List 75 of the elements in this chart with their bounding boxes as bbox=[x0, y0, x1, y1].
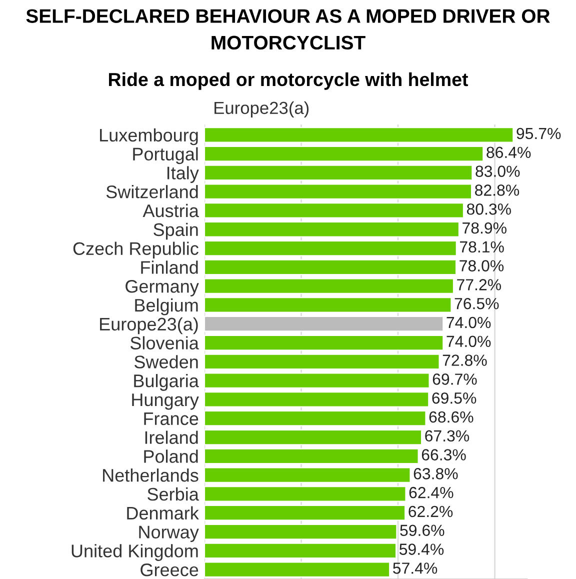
y-tick-label: Denmark bbox=[127, 506, 199, 520]
data-label: 78.1% bbox=[460, 241, 504, 253]
data-label: 95.7% bbox=[516, 128, 561, 140]
y-tick-label: Slovenia bbox=[130, 336, 199, 350]
bar bbox=[204, 486, 406, 502]
bar bbox=[204, 354, 440, 370]
data-label: 86.4% bbox=[486, 146, 531, 158]
bar bbox=[204, 164, 473, 181]
bar bbox=[204, 259, 457, 276]
y-tick-label: Austria bbox=[142, 204, 199, 218]
y-tick-label: Luxembourg bbox=[100, 128, 198, 146]
bar bbox=[204, 221, 460, 238]
data-label: 66.3% bbox=[422, 449, 466, 460]
y-tick-label: Bulgaria bbox=[134, 374, 199, 391]
y-tick-label: Czech Republic bbox=[73, 242, 198, 259]
bar bbox=[204, 202, 464, 218]
data-label: 78.9% bbox=[462, 222, 506, 234]
y-tick-label: Belgium bbox=[135, 298, 198, 316]
data-label: 69.7% bbox=[432, 374, 477, 385]
data-label: 63.8% bbox=[414, 468, 458, 480]
bar bbox=[204, 524, 398, 540]
y-tick-label: Finland bbox=[141, 260, 198, 274]
data-label: 74.0% bbox=[446, 336, 491, 348]
chart-title: SELF-DECLARED BEHAVIOUR AS A MOPED DRIVER OR MOTORCYCLIST bbox=[26, 9, 550, 50]
data-label: 83.0% bbox=[476, 166, 520, 177]
data-label: 77.2% bbox=[457, 279, 501, 290]
y-tick-label: Serbia bbox=[148, 487, 199, 501]
bar bbox=[204, 562, 390, 578]
bar bbox=[204, 467, 411, 483]
bar bbox=[204, 334, 444, 351]
bar bbox=[204, 146, 484, 162]
y-tick-label: United Kingdom bbox=[72, 544, 198, 561]
y-tick-label: Spain bbox=[154, 222, 198, 240]
y-tick-label: Hungary bbox=[132, 394, 199, 410]
bar bbox=[204, 316, 444, 332]
bar bbox=[204, 240, 457, 256]
data-label: 62.4% bbox=[409, 486, 454, 498]
y-tick-label: Germany bbox=[126, 280, 199, 296]
y-tick-label: Italy bbox=[167, 166, 199, 183]
data-label: 68.6% bbox=[429, 411, 474, 423]
data-label: 62.2% bbox=[408, 506, 453, 518]
bar bbox=[204, 126, 514, 143]
bar bbox=[204, 448, 419, 464]
data-label: 69.5% bbox=[432, 392, 476, 404]
y-tick-label: Europe23(a) bbox=[100, 317, 198, 334]
bar bbox=[204, 410, 426, 426]
y-tick-label: Norway bbox=[139, 526, 199, 542]
data-label: 82.8% bbox=[475, 184, 520, 196]
y-tick-label: France bbox=[144, 412, 198, 426]
bar bbox=[204, 542, 397, 559]
data-label: 59.4% bbox=[399, 544, 444, 555]
data-label: 72.8% bbox=[442, 354, 487, 366]
bar bbox=[204, 372, 430, 388]
y-tick-label: Poland bbox=[144, 450, 198, 463]
text: Europe23(a) bbox=[214, 101, 309, 118]
bar bbox=[204, 429, 422, 446]
data-label: 80.3% bbox=[466, 203, 511, 215]
data-label: 74.0% bbox=[446, 316, 491, 328]
data-label: 76.5% bbox=[454, 298, 499, 310]
bar bbox=[204, 278, 454, 294]
data-label: 67.3% bbox=[425, 430, 470, 442]
data-label: 57.4% bbox=[393, 562, 438, 574]
y-tick-label: Sweden bbox=[134, 355, 198, 368]
y-tick-label: Greece bbox=[140, 563, 198, 576]
bar bbox=[204, 392, 430, 408]
chart-subtitle: Ride a moped or motorcycle with helmet bbox=[109, 72, 468, 90]
data-label: 78.0% bbox=[460, 260, 504, 272]
data-label: 59.6% bbox=[400, 524, 444, 536]
y-tick-label: Ireland bbox=[145, 430, 198, 444]
bar bbox=[204, 184, 472, 200]
y-tick-label: Netherlands bbox=[103, 468, 198, 482]
bar bbox=[204, 297, 452, 313]
bar bbox=[204, 504, 406, 521]
y-tick-label: Portugal bbox=[133, 147, 198, 164]
y-tick-label: Switzerland bbox=[106, 185, 198, 198]
